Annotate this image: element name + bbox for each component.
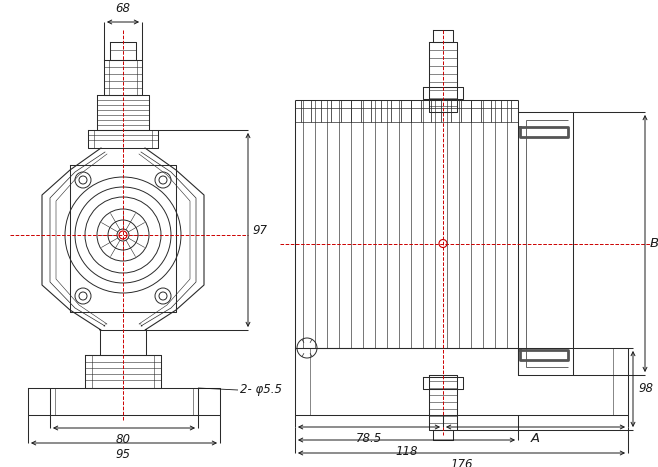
Text: 176: 176 xyxy=(450,458,472,467)
Text: 98: 98 xyxy=(638,382,653,396)
Text: 95: 95 xyxy=(116,448,130,461)
Text: 2- φ5.5: 2- φ5.5 xyxy=(240,383,282,396)
Text: 80: 80 xyxy=(116,433,130,446)
Text: B: B xyxy=(650,237,658,250)
Text: 97: 97 xyxy=(252,224,267,236)
Text: 68: 68 xyxy=(116,2,130,15)
Text: 78.5: 78.5 xyxy=(356,432,382,445)
Text: 118: 118 xyxy=(395,445,418,458)
Text: A: A xyxy=(531,432,540,445)
